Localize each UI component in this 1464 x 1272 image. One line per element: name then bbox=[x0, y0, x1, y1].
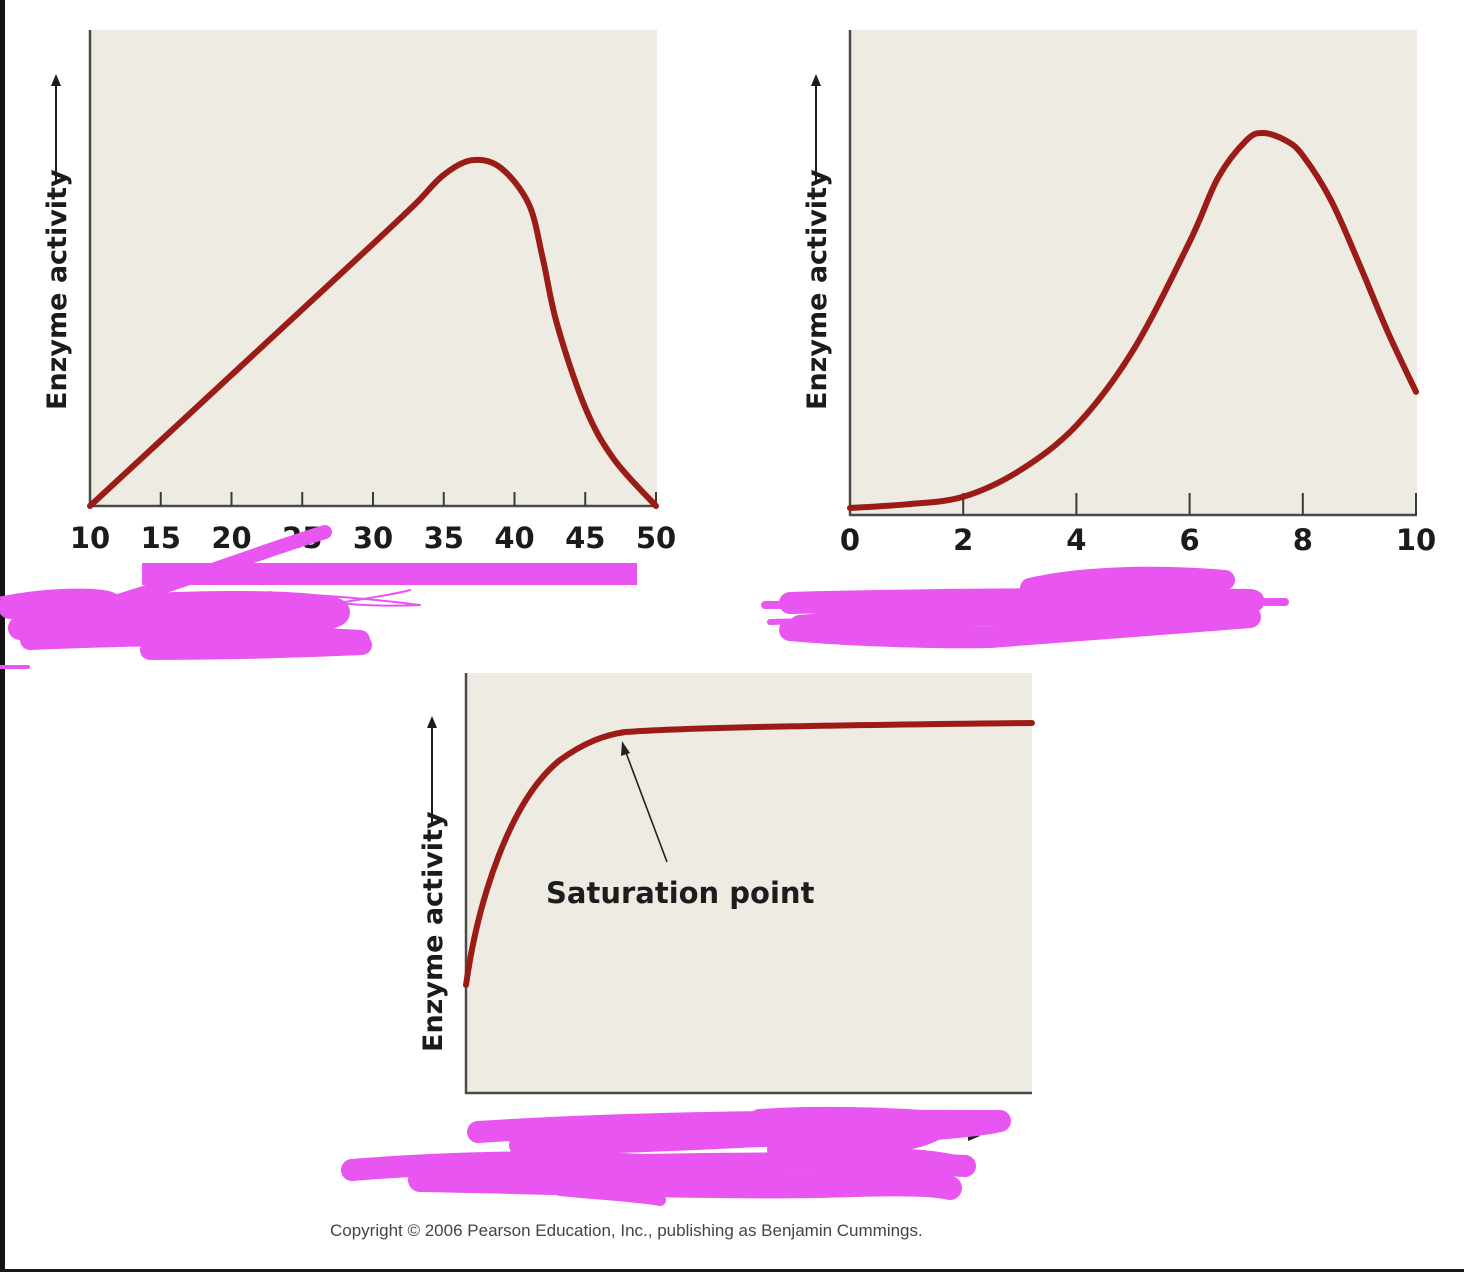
x-tick-label: 0 bbox=[840, 523, 860, 557]
saturation-point-label: Saturation point bbox=[546, 876, 815, 910]
x-tick-label: 4 bbox=[1066, 523, 1086, 557]
redaction-stroke bbox=[767, 609, 1253, 625]
redaction-scribbles bbox=[0, 525, 1289, 1206]
y-axis-label: Enzyme activity bbox=[42, 74, 73, 410]
x-tick-label: 30 bbox=[353, 521, 393, 555]
x-tick-label: 6 bbox=[1180, 523, 1200, 557]
y-axis-title: Enzyme activity bbox=[42, 169, 73, 410]
y-axis-title: Enzyme activity bbox=[418, 811, 449, 1052]
x-tick-label: 15 bbox=[141, 521, 181, 555]
x-tick-label: 20 bbox=[211, 521, 251, 555]
left-window-edge bbox=[0, 0, 5, 1272]
redaction-stroke bbox=[467, 1109, 1011, 1156]
arrowhead-icon bbox=[427, 716, 437, 728]
activity-curve bbox=[463, 720, 1035, 988]
redaction-stroke bbox=[876, 1148, 964, 1164]
x-tick-label: 10 bbox=[1396, 523, 1436, 557]
activity-curve bbox=[87, 156, 659, 509]
arrowhead-icon bbox=[51, 74, 61, 86]
x-axis-tick-labels: 10 15 20 25 30 35 40 45 50 bbox=[70, 521, 676, 555]
y-axis-label: Enzyme activity bbox=[418, 716, 449, 1052]
x-tick-label: 45 bbox=[565, 521, 605, 555]
redaction-stroke bbox=[1020, 566, 1235, 602]
annotation-arrowhead-icon bbox=[621, 741, 630, 756]
x-tick-label: 40 bbox=[494, 521, 534, 555]
x-axis-ticks bbox=[159, 492, 657, 506]
plot-area bbox=[850, 30, 1417, 515]
y-axis-label: Enzyme activity bbox=[802, 74, 833, 410]
x-axis-tick-labels: 0 2 4 6 8 10 bbox=[840, 523, 1436, 557]
chart-substrate: Saturation point Enzyme activity bbox=[418, 673, 1035, 1141]
redaction-stroke bbox=[0, 588, 350, 640]
redaction-bar bbox=[142, 563, 637, 585]
x-tick-label: 8 bbox=[1293, 523, 1313, 557]
redaction-stroke bbox=[747, 1106, 953, 1163]
x-tick-label: 35 bbox=[424, 521, 464, 555]
chart-temperature: 10 15 20 25 30 35 40 45 50 Enzyme activity bbox=[42, 30, 676, 555]
plot-area bbox=[466, 673, 1032, 1093]
redaction-stroke bbox=[0, 594, 28, 607]
redaction-stroke bbox=[761, 598, 1289, 609]
arrowhead-icon bbox=[811, 74, 821, 86]
redaction-stroke bbox=[554, 1184, 666, 1206]
bottom-window-edge bbox=[0, 1269, 1464, 1272]
redaction-stroke bbox=[779, 606, 1261, 649]
annotation-pointer-line bbox=[624, 749, 668, 863]
redaction-stroke bbox=[408, 1168, 962, 1200]
x-tick-label: 50 bbox=[636, 521, 676, 555]
redaction-stroke bbox=[199, 591, 421, 607]
activity-curve bbox=[847, 130, 1419, 511]
redaction-stroke bbox=[299, 589, 411, 611]
redaction-stroke bbox=[341, 1151, 976, 1181]
x-tick-label: 10 bbox=[70, 521, 110, 555]
redaction-stroke bbox=[20, 625, 372, 660]
plot-area bbox=[90, 30, 657, 506]
chart-ph: 0 2 4 6 8 10 Enzyme activity bbox=[802, 30, 1436, 557]
copyright-notice: Copyright © 2006 Pearson Education, Inc.… bbox=[330, 1221, 923, 1240]
x-tick-label: 2 bbox=[953, 523, 973, 557]
y-axis-title: Enzyme activity bbox=[802, 169, 833, 410]
